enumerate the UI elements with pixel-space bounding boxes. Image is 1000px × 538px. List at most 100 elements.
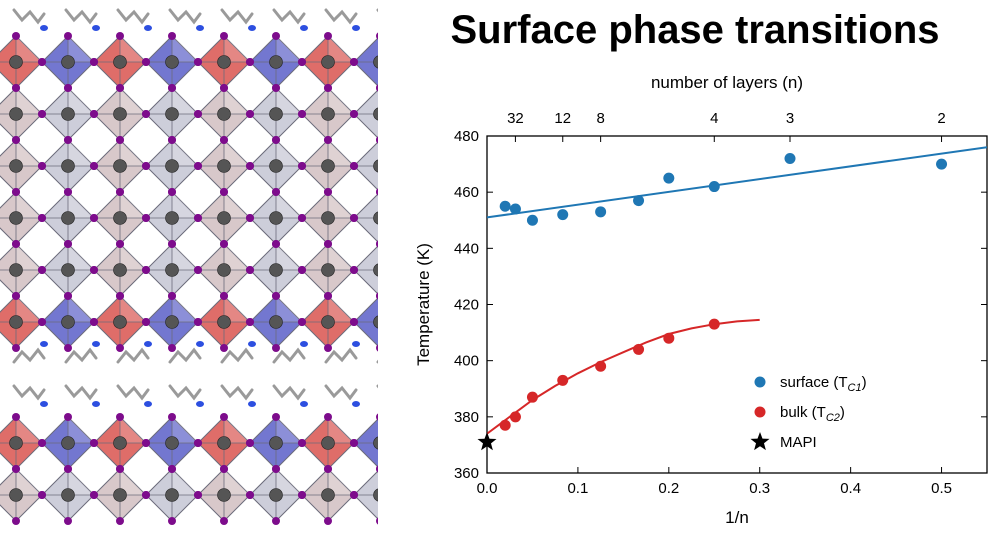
iodide-atom: [220, 465, 228, 473]
x-tick-label: 0.1: [567, 480, 588, 497]
iodide-atom: [142, 58, 150, 66]
iodide-atom: [272, 136, 280, 144]
iodide-atom: [90, 439, 98, 447]
iodide-atom: [272, 517, 280, 525]
octahedron: [249, 87, 303, 141]
x-tick-label: 0.5: [931, 480, 952, 497]
iodide-atom: [12, 32, 20, 40]
iodide-atom: [194, 266, 202, 274]
iodide-atom: [220, 344, 228, 352]
metal-atom: [321, 159, 335, 173]
iodide-atom: [90, 491, 98, 499]
metal-atom: [321, 263, 335, 277]
iodide-atom: [324, 84, 332, 92]
metal-atom: [113, 107, 127, 121]
organic-cation: [116, 384, 150, 401]
iodide-atom: [168, 136, 176, 144]
data-point-1: [595, 360, 607, 372]
iodide-atom: [298, 266, 306, 274]
iodide-atom: [194, 318, 202, 326]
iodide-atom: [142, 439, 150, 447]
iodide-atom: [350, 491, 358, 499]
organic-cation: [12, 347, 46, 364]
iodide-atom: [194, 214, 202, 222]
iodide-atom: [12, 344, 20, 352]
x-tick-label: 0.3: [749, 480, 770, 497]
metal-atom: [9, 436, 23, 450]
organic-cation: [272, 384, 306, 401]
plot-area: [487, 146, 987, 435]
y-tick-label: 400: [454, 353, 479, 370]
iodide-atom: [350, 214, 358, 222]
iodide-atom: [272, 188, 280, 196]
nitrogen-atom: [92, 401, 100, 407]
nitrogen-atom: [248, 341, 256, 347]
metal-atom: [373, 159, 378, 173]
metal-atom: [9, 159, 23, 173]
data-point-0: [936, 158, 948, 170]
iodide-atom: [376, 517, 378, 525]
organic-cation: [272, 347, 306, 364]
iodide-atom: [12, 517, 20, 525]
organic-cation: [324, 384, 358, 401]
y-tick-label: 460: [454, 184, 479, 201]
iodide-atom: [376, 32, 378, 40]
plot-frame: [486, 135, 988, 474]
iodide-atom: [142, 318, 150, 326]
metal-atom: [61, 488, 75, 502]
organic-cation: [168, 384, 202, 401]
metal-atom: [217, 488, 231, 502]
metal-atom: [61, 211, 75, 225]
metal-atom: [61, 107, 75, 121]
metal-atom: [373, 315, 378, 329]
iodide-atom: [350, 162, 358, 170]
metal-atom: [61, 55, 75, 69]
metal-atom: [9, 315, 23, 329]
iodide-atom: [376, 344, 378, 352]
iodide-atom: [12, 413, 20, 421]
metal-atom: [165, 55, 179, 69]
iodide-atom: [324, 240, 332, 248]
iodide-atom: [350, 439, 358, 447]
iodide-atom: [116, 292, 124, 300]
metal-atom: [269, 263, 283, 277]
iodide-atom: [376, 413, 378, 421]
metal-atom: [269, 211, 283, 225]
metal-atom: [269, 55, 283, 69]
data-point-0: [595, 206, 607, 218]
y-tick-label: 360: [454, 465, 479, 482]
top-tick-label: 12: [554, 110, 571, 127]
metal-atom: [165, 263, 179, 277]
data-point-0: [509, 203, 521, 215]
nitrogen-atom: [196, 401, 204, 407]
nitrogen-atom: [40, 401, 48, 407]
iodide-atom: [142, 266, 150, 274]
iodide-atom: [142, 491, 150, 499]
data-point-0: [499, 200, 511, 212]
metal-atom: [373, 55, 378, 69]
metal-atom: [61, 263, 75, 277]
iodide-atom: [90, 58, 98, 66]
nitrogen-atom: [300, 401, 308, 407]
metal-atom: [269, 159, 283, 173]
iodide-atom: [38, 214, 46, 222]
metal-atom: [113, 55, 127, 69]
iodide-atom: [376, 292, 378, 300]
metal-atom: [61, 315, 75, 329]
iodide-atom: [168, 465, 176, 473]
x-axis-label: 1/n: [725, 508, 749, 527]
iodide-atom: [90, 318, 98, 326]
metal-atom: [321, 436, 335, 450]
nitrogen-atom: [248, 401, 256, 407]
organic-cation: [116, 8, 150, 25]
iodide-atom: [12, 84, 20, 92]
iodide-atom: [38, 110, 46, 118]
octahedron: [353, 37, 378, 87]
metal-atom: [269, 436, 283, 450]
structure-group: [0, 8, 378, 525]
organic-cation: [324, 8, 358, 25]
iodide-atom: [350, 266, 358, 274]
nitrogen-atom: [144, 401, 152, 407]
iodide-atom: [220, 292, 228, 300]
iodide-atom: [64, 465, 72, 473]
